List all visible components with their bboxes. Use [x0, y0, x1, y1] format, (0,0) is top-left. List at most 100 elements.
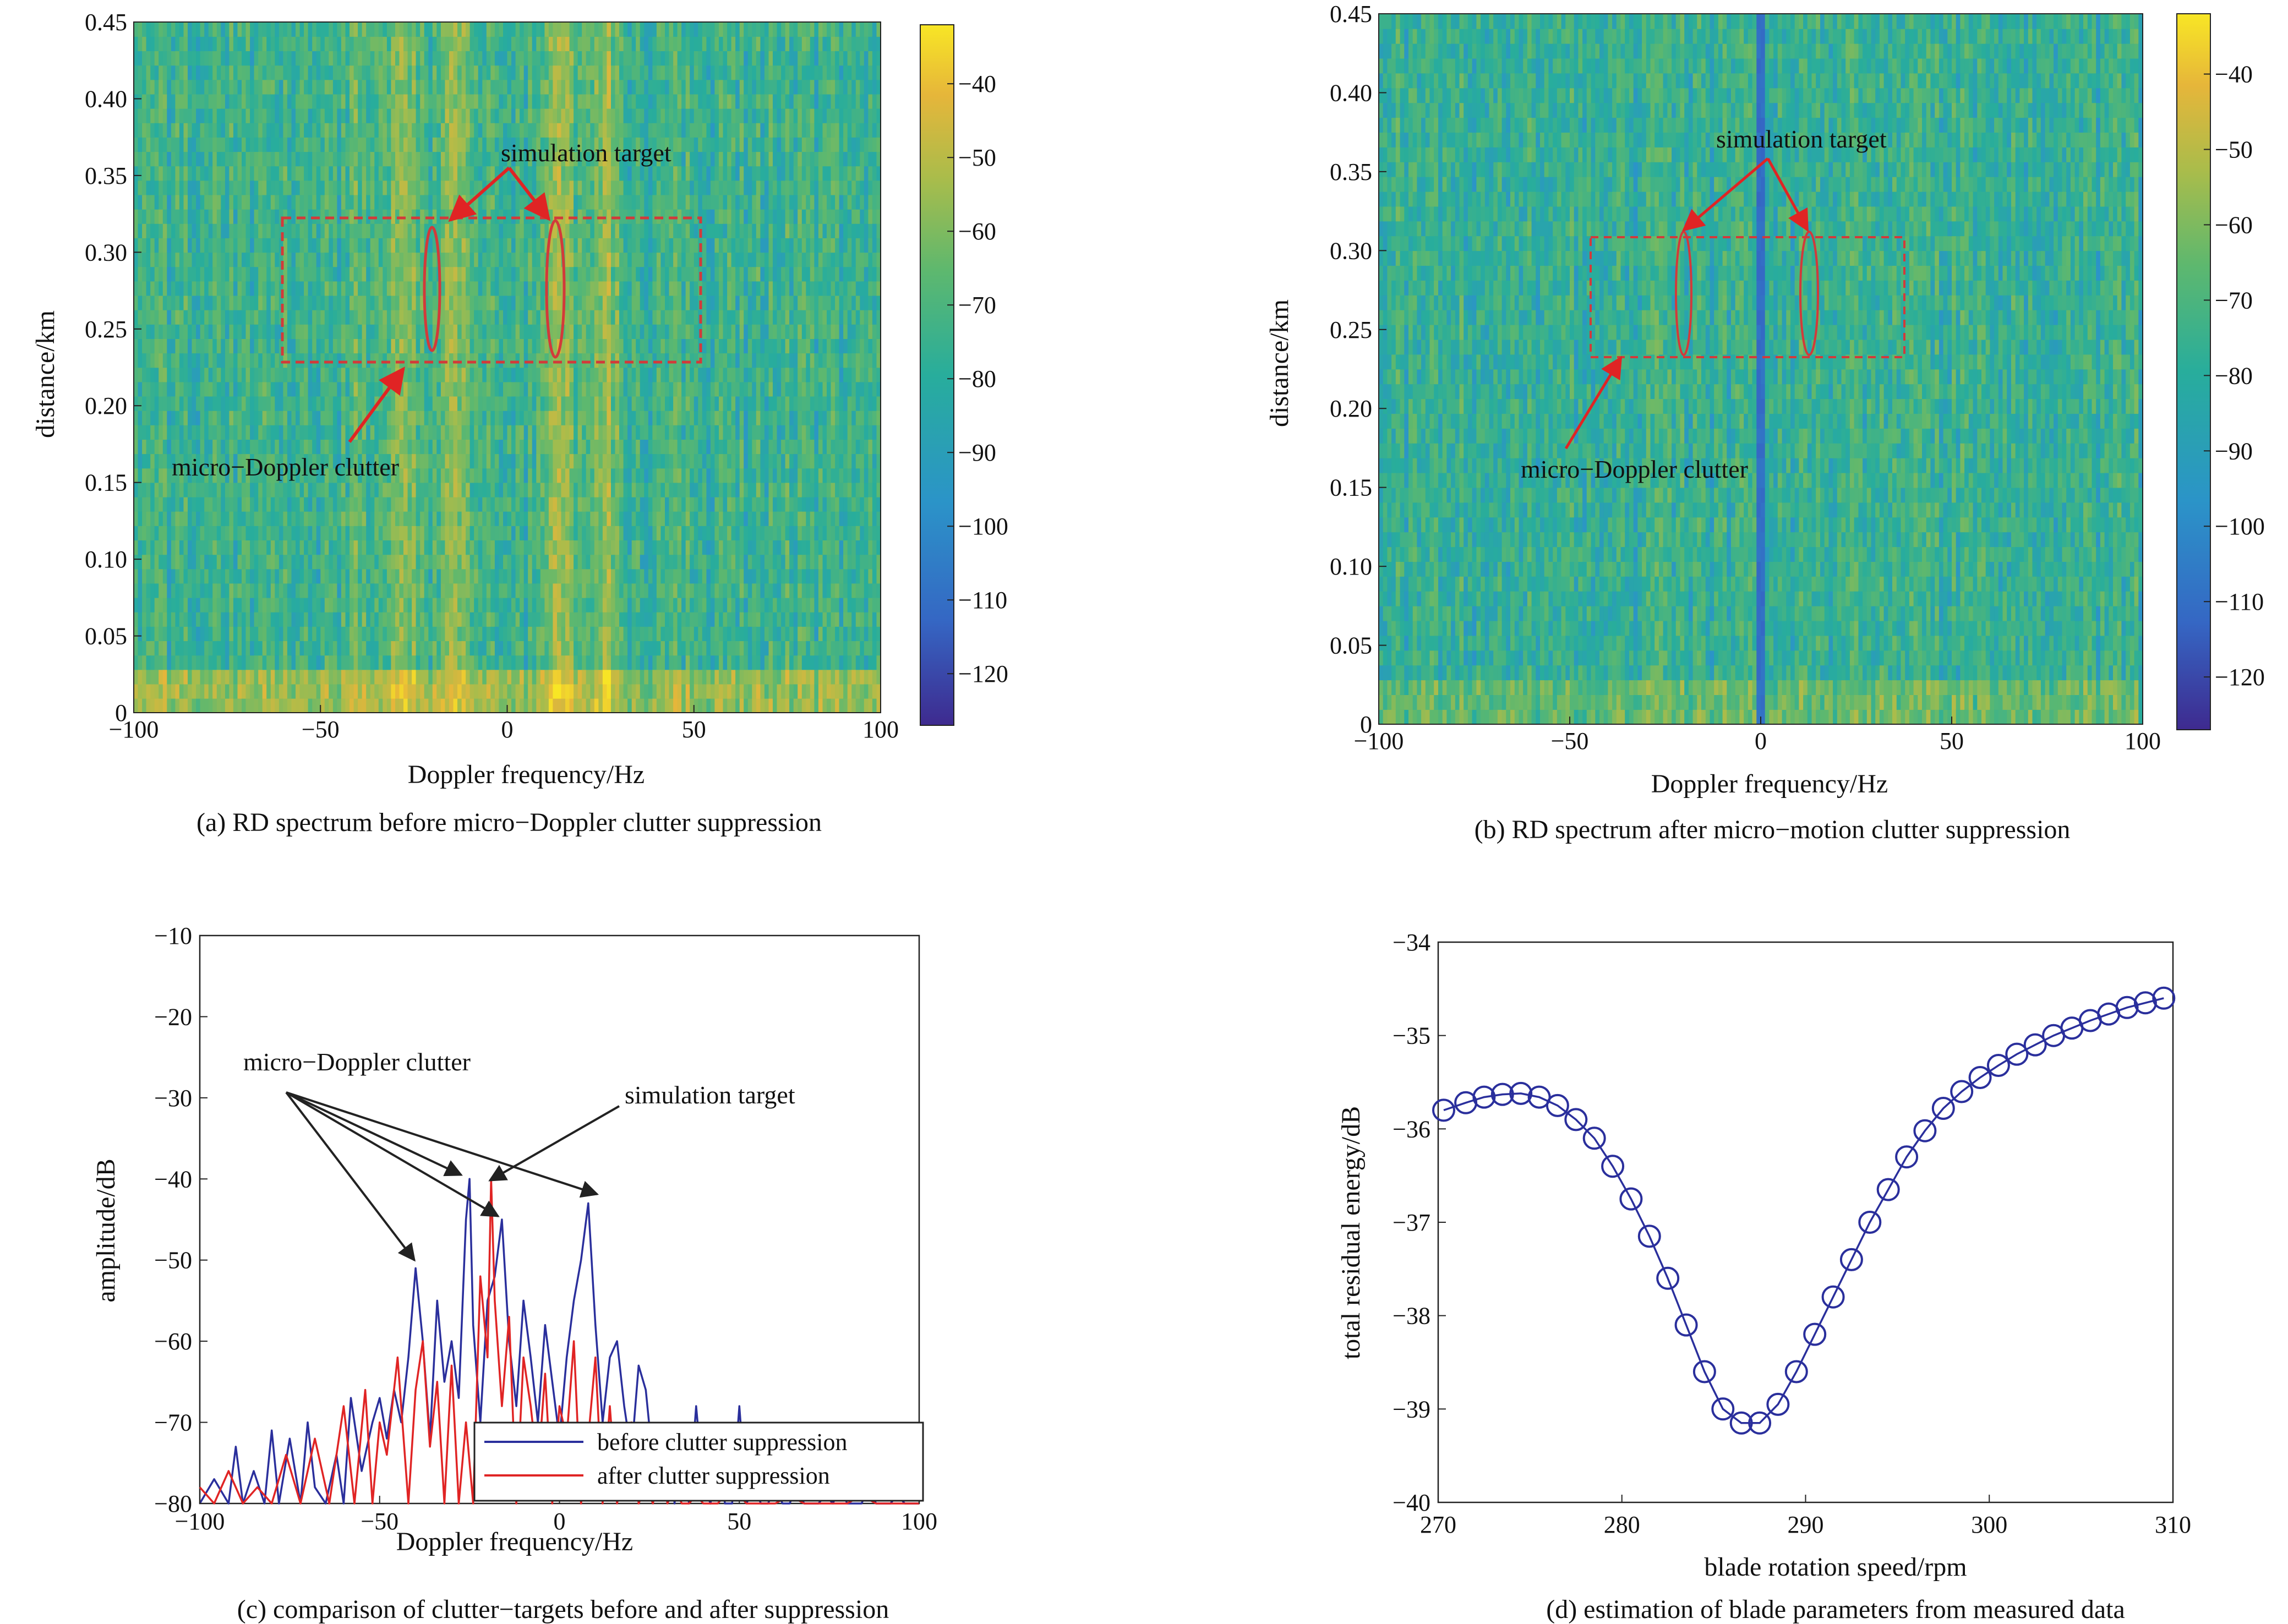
panel-a-heatmap-cell: [299, 410, 304, 425]
panel-a-heatmap-cell: [494, 194, 500, 210]
panel-a-heatmap-cell: [225, 151, 230, 167]
panel-a-heatmap-cell: [250, 108, 255, 123]
panel-a-heatmap-cell: [154, 698, 159, 713]
panel-a-heatmap-cell: [449, 583, 454, 598]
panel-a-heatmap-cell: [428, 79, 433, 95]
panel-a-heatmap-cell: [146, 209, 151, 224]
panel-a-heatmap-cell: [461, 281, 466, 296]
panel-a-heatmap-cell: [395, 252, 400, 267]
panel-a-heatmap-cell: [279, 526, 284, 540]
panel-a-heatmap-cell: [362, 669, 367, 685]
panel-a-heatmap-cell: [329, 238, 334, 253]
panel-a-heatmap-cell: [557, 94, 562, 109]
panel-a-heatmap-cell: [329, 655, 334, 670]
panel-a-heatmap-cell: [520, 425, 525, 440]
panel-a-heatmap-cell: [341, 137, 346, 152]
panel-a-heatmap-cell: [561, 597, 566, 613]
panel-a-heatmap-cell: [520, 209, 525, 224]
panel-a-heatmap-cell: [503, 338, 508, 354]
panel-a-heatmap-cell: [536, 511, 541, 526]
panel-a-heatmap-cell: [146, 151, 151, 167]
panel-a-heatmap-cell: [324, 655, 330, 670]
panel-a-heatmap-cell: [345, 238, 350, 253]
panel-a-heatmap-cell: [312, 238, 317, 253]
panel-a-heatmap-cell: [316, 568, 321, 584]
panel-a-heatmap-cell: [436, 425, 441, 440]
panel-a-heatmap-cell: [469, 324, 474, 339]
panel-a-heatmap-cell: [540, 568, 545, 584]
panel-a-heatmap-cell: [275, 123, 280, 138]
panel-a-heatmap-cell: [553, 137, 558, 152]
panel-a-heatmap-cell: [440, 266, 446, 282]
panel-a-heatmap-cell: [532, 51, 537, 66]
panel-a-heatmap-cell: [528, 151, 533, 167]
panel-a-heatmap-cell: [416, 641, 421, 656]
panel-a-heatmap-cell: [391, 468, 396, 483]
panel-a-heatmap-cell: [428, 22, 433, 37]
panel-a-heatmap-cell: [536, 65, 541, 80]
panel-a-heatmap-cell: [370, 353, 375, 368]
panel-a-heatmap-cell: [341, 65, 346, 80]
panel-a-heatmap-cell: [332, 309, 338, 325]
panel-a-heatmap-cell: [544, 583, 549, 598]
panel-a-heatmap-cell: [150, 511, 155, 526]
panel-a-heatmap-cell: [399, 108, 404, 123]
panel-a-heatmap-cell: [383, 425, 387, 440]
panel-a-heatmap-cell: [466, 526, 471, 540]
panel-a-heatmap-cell: [503, 252, 508, 267]
panel-a-heatmap-cell: [208, 597, 213, 613]
panel-a-heatmap-cell: [233, 266, 238, 282]
panel-a-heatmap-cell: [399, 425, 404, 440]
panel-a-heatmap-cell: [407, 194, 412, 210]
panel-a-heatmap-cell: [308, 540, 313, 555]
panel-a-heatmap-cell: [154, 266, 159, 282]
panel-a-heatmap-cell: [511, 526, 516, 540]
panel-a-heatmap-cell: [457, 496, 462, 512]
panel-a-heatmap-cell: [532, 79, 537, 95]
panel-a-heatmap-cell: [420, 137, 425, 152]
panel-a-heatmap-cell: [291, 698, 296, 713]
panel-a-heatmap-cell: [266, 209, 271, 224]
panel-a-heatmap-cell: [386, 583, 392, 598]
panel-a-heatmap-cell: [536, 295, 541, 310]
panel-a-heatmap-cell: [391, 540, 396, 555]
panel-a-heatmap-cell: [523, 655, 528, 670]
panel-a-heatmap-cell: [299, 353, 304, 368]
panel-a-heatmap-cell: [395, 496, 400, 512]
panel-a-heatmap-cell: [353, 324, 358, 339]
panel-a-heatmap-cell: [171, 94, 176, 109]
panel-a-heatmap-cell: [216, 180, 222, 195]
panel-a-heatmap-cell: [229, 353, 234, 368]
panel-a-heatmap-cell: [320, 223, 325, 238]
panel-a-heatmap-cell: [134, 266, 139, 282]
panel-a-heatmap-cell: [134, 51, 139, 66]
panel-a-heatmap-cell: [478, 324, 483, 339]
panel-a-heatmap-cell: [515, 166, 520, 181]
panel-a-heatmap-cell: [374, 209, 379, 224]
panel-a-heatmap-cell: [332, 496, 338, 512]
panel-a-heatmap-cell: [225, 123, 230, 138]
panel-a-heatmap-cell: [362, 123, 367, 138]
panel-a-heatmap-cell: [553, 65, 558, 80]
panel-a-heatmap-cell: [378, 338, 384, 354]
panel-a-heatmap-cell: [350, 641, 354, 656]
panel-a-heatmap-cell: [362, 94, 367, 109]
panel-a-heatmap-cell: [162, 641, 168, 656]
panel-a-heatmap-cell: [399, 223, 404, 238]
panel-a-heatmap-cell: [474, 367, 479, 382]
panel-a-heatmap-cell: [242, 597, 247, 613]
panel-a-heatmap-cell: [445, 65, 450, 80]
panel-a-heatmap-cell: [374, 252, 379, 267]
panel-a-heatmap-cell: [378, 641, 384, 656]
panel-a-heatmap-cell: [412, 367, 417, 382]
panel-a-heatmap-cell: [167, 266, 172, 282]
panel-a-heatmap-cell: [316, 137, 321, 152]
panel-a-heatmap-cell: [482, 597, 487, 613]
panel-a-heatmap-cell: [138, 194, 143, 210]
panel-a-heatmap-cell: [250, 252, 255, 267]
panel-a-heatmap-cell: [378, 526, 384, 540]
panel-a-heatmap-cell: [378, 597, 384, 613]
panel-a-heatmap-cell: [262, 324, 267, 339]
panel-a-heatmap-cell: [494, 396, 500, 411]
panel-a-heatmap-cell: [150, 425, 155, 440]
